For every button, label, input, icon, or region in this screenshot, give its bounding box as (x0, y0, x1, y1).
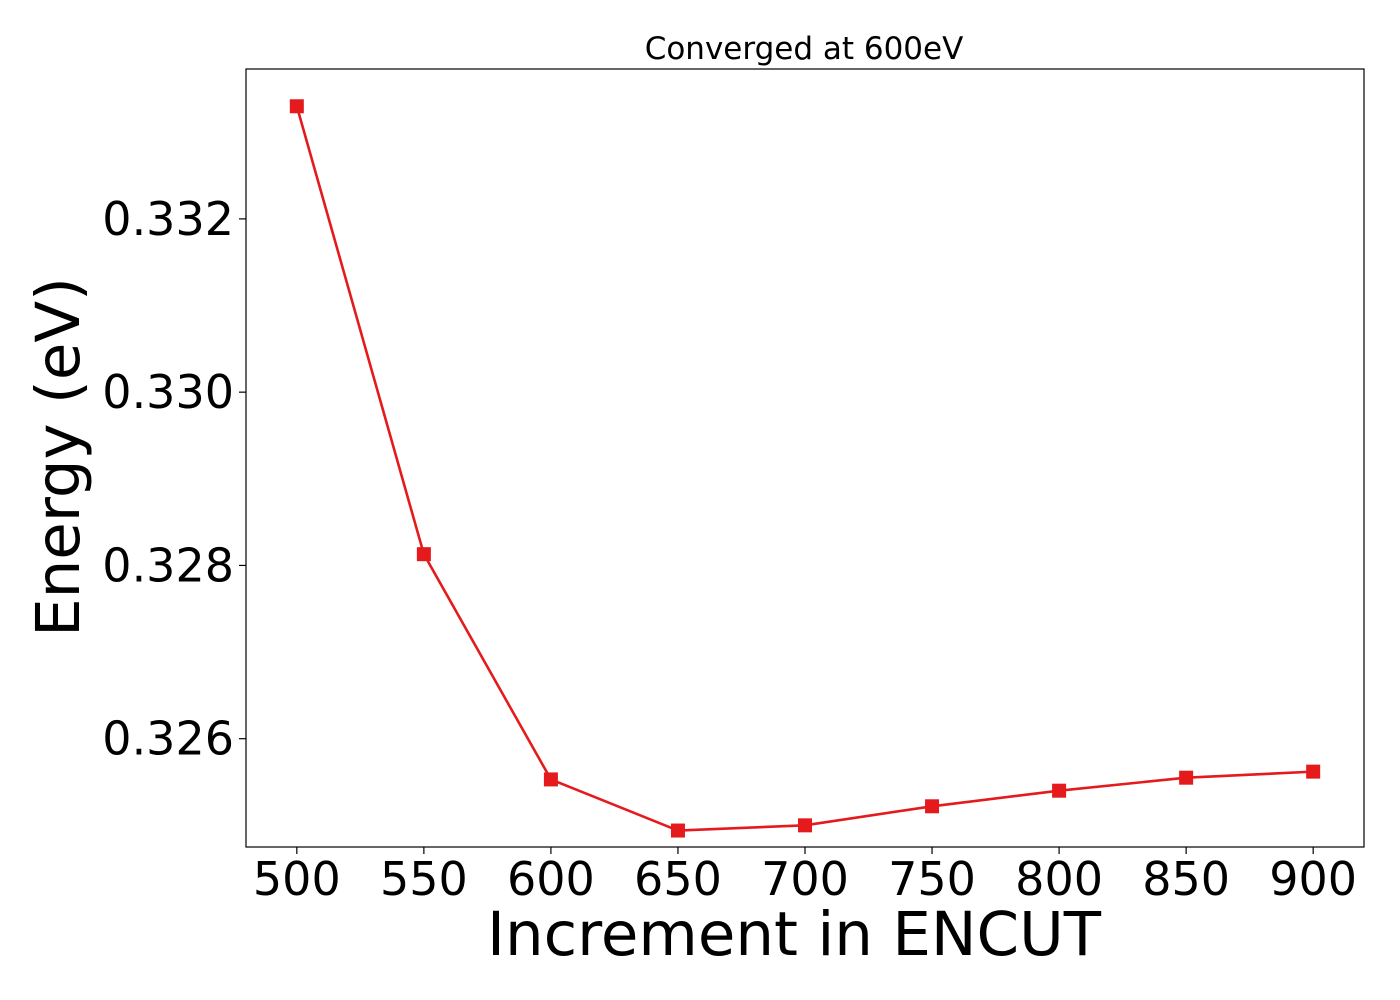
x-tick-label: 700 (761, 852, 849, 906)
axis-ticks: 500 550 600 650 700 750 800 850 900 0.326 0.328 0.3… (102, 192, 1357, 906)
data-point (1052, 783, 1067, 798)
x-tick-label: 800 (1015, 852, 1103, 906)
y-tick-label: 0.332 (102, 192, 234, 246)
x-tick-label: 600 (507, 852, 595, 906)
y-tick-label: 0.328 (102, 538, 234, 592)
data-point (1179, 770, 1194, 785)
data-point (1306, 764, 1321, 779)
data-point (798, 818, 812, 833)
data-point (289, 99, 304, 114)
data-point (670, 823, 685, 838)
x-tick-label: 850 (1142, 852, 1230, 906)
x-tick-label: 900 (1269, 852, 1357, 906)
data-point (416, 547, 431, 562)
chart-title: Converged at 600eV (645, 31, 964, 67)
y-tick-label: 0.326 (102, 712, 234, 766)
x-tick-label: 500 (253, 852, 341, 906)
data-point (925, 799, 940, 814)
x-axis-label: Increment in ENCUT (487, 899, 1102, 970)
data-point (543, 772, 558, 787)
y-tick-label: 0.330 (102, 365, 234, 419)
y-axis-label: Energy (eV) (23, 277, 94, 637)
x-tick-label: 650 (634, 852, 722, 906)
x-tick-label: 750 (888, 852, 976, 906)
x-tick-label: 550 (380, 852, 468, 906)
